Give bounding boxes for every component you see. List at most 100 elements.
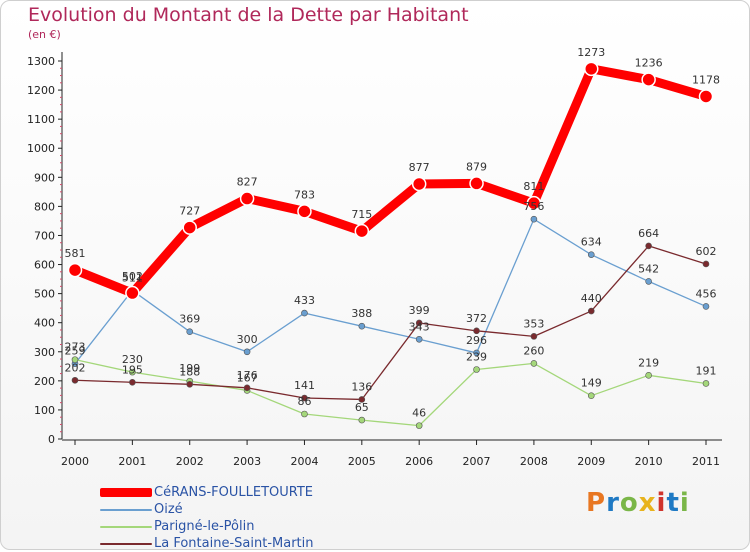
data-point — [587, 251, 595, 258]
data-point — [358, 322, 366, 330]
data-label: 783 — [294, 188, 315, 201]
legend-item: Parigné-le-Pôlin — [100, 518, 314, 535]
data-label: 634 — [581, 236, 602, 249]
data-label: 219 — [638, 356, 659, 369]
data-label: 581 — [65, 247, 86, 260]
legend-label: Parigné-le-Pôlin — [154, 519, 255, 534]
series-line — [74, 245, 707, 401]
y-tick-label: 300 — [34, 346, 55, 359]
data-label: 239 — [466, 351, 487, 364]
data-point — [584, 61, 599, 77]
data-point — [182, 220, 197, 235]
y-tick-label: 400 — [34, 317, 55, 330]
y-tick-label: 1300 — [27, 55, 55, 68]
data-point — [411, 176, 427, 192]
data-point — [645, 242, 652, 250]
data-label: 399 — [409, 304, 430, 317]
data-label: 433 — [294, 294, 315, 307]
data-point — [243, 348, 251, 356]
data-point — [473, 366, 480, 373]
y-tick-label: 0 — [48, 433, 55, 446]
legend-item: La Fontaine-Saint-Martin — [100, 535, 314, 552]
data-point — [243, 384, 251, 392]
series-line — [74, 358, 707, 427]
data-label: 602 — [696, 245, 717, 258]
data-label: 149 — [581, 377, 602, 390]
data-point — [301, 410, 308, 418]
data-point — [125, 285, 140, 301]
data-point — [526, 195, 542, 211]
data-label: 353 — [523, 317, 544, 330]
data-point — [129, 378, 136, 386]
x-tick-label: 2005 — [348, 455, 376, 468]
data-point — [641, 72, 656, 87]
y-tick-label: 600 — [34, 259, 55, 272]
data-label: 260 — [523, 344, 544, 357]
data-point — [186, 328, 194, 336]
data-point — [71, 376, 79, 384]
data-label: 372 — [466, 312, 487, 325]
x-tick-label: 2008 — [520, 455, 548, 468]
data-point — [297, 204, 312, 219]
data-point — [301, 394, 308, 402]
legend-item: Oizé — [100, 501, 314, 518]
data-point — [702, 303, 710, 310]
data-label: 664 — [638, 227, 659, 240]
legend-swatch — [100, 542, 152, 545]
legend-label: Oizé — [154, 502, 183, 517]
data-label: 202 — [65, 361, 86, 374]
data-label: 176 — [237, 369, 258, 382]
data-label: 259 — [65, 345, 86, 358]
data-label: 879 — [466, 160, 487, 173]
data-point — [473, 327, 480, 335]
x-tick-label: 2004 — [290, 455, 318, 468]
chart-subtitle: (en €) — [28, 28, 61, 41]
data-label: 369 — [179, 313, 200, 326]
data-label: 273 — [65, 341, 86, 354]
y-tick-label: 1100 — [27, 113, 55, 126]
data-label: 296 — [466, 334, 487, 347]
data-label: 141 — [294, 379, 315, 392]
legend-label: CéRANS-FOULLETOURTE — [154, 485, 313, 500]
logo-letter: r — [606, 488, 620, 518]
y-tick-label: 1000 — [27, 142, 55, 155]
data-label: 191 — [696, 364, 717, 377]
x-tick-label: 2002 — [176, 455, 204, 468]
data-label: 1236 — [635, 57, 663, 70]
data-label: 715 — [351, 208, 372, 221]
data-point — [415, 319, 423, 327]
y-tick-label: 800 — [34, 200, 55, 213]
data-point — [67, 262, 83, 278]
legend-label: La Fontaine-Saint-Martin — [154, 536, 314, 551]
data-point — [186, 381, 194, 388]
logo-letter: o — [619, 488, 639, 518]
data-label: 811 — [523, 180, 544, 193]
data-label: 1273 — [577, 46, 605, 59]
legend-item: CéRANS-FOULLETOURTE — [100, 484, 314, 501]
data-point — [698, 89, 714, 104]
data-label: 188 — [179, 365, 200, 378]
x-tick-label: 2006 — [405, 455, 433, 468]
x-tick-label: 2000 — [61, 455, 89, 468]
chart-title: Evolution du Montant de la Dette par Hab… — [28, 4, 469, 26]
data-label: 542 — [638, 262, 659, 275]
data-label: 167 — [237, 371, 258, 384]
data-label: 456 — [696, 287, 717, 300]
data-point — [473, 349, 480, 357]
logo-letter: i — [656, 488, 667, 518]
data-point — [587, 307, 595, 315]
logo-letter: t — [666, 488, 680, 518]
data-label: 136 — [351, 380, 372, 393]
data-point — [469, 176, 484, 191]
data-label: 230 — [122, 353, 143, 366]
y-tick-label: 100 — [34, 404, 55, 417]
data-point — [702, 380, 710, 387]
logo-letter: i — [679, 488, 690, 518]
data-point — [301, 309, 308, 317]
data-label: 440 — [581, 292, 602, 305]
data-label: 727 — [179, 205, 200, 218]
data-point — [358, 396, 366, 403]
data-point — [415, 422, 423, 429]
